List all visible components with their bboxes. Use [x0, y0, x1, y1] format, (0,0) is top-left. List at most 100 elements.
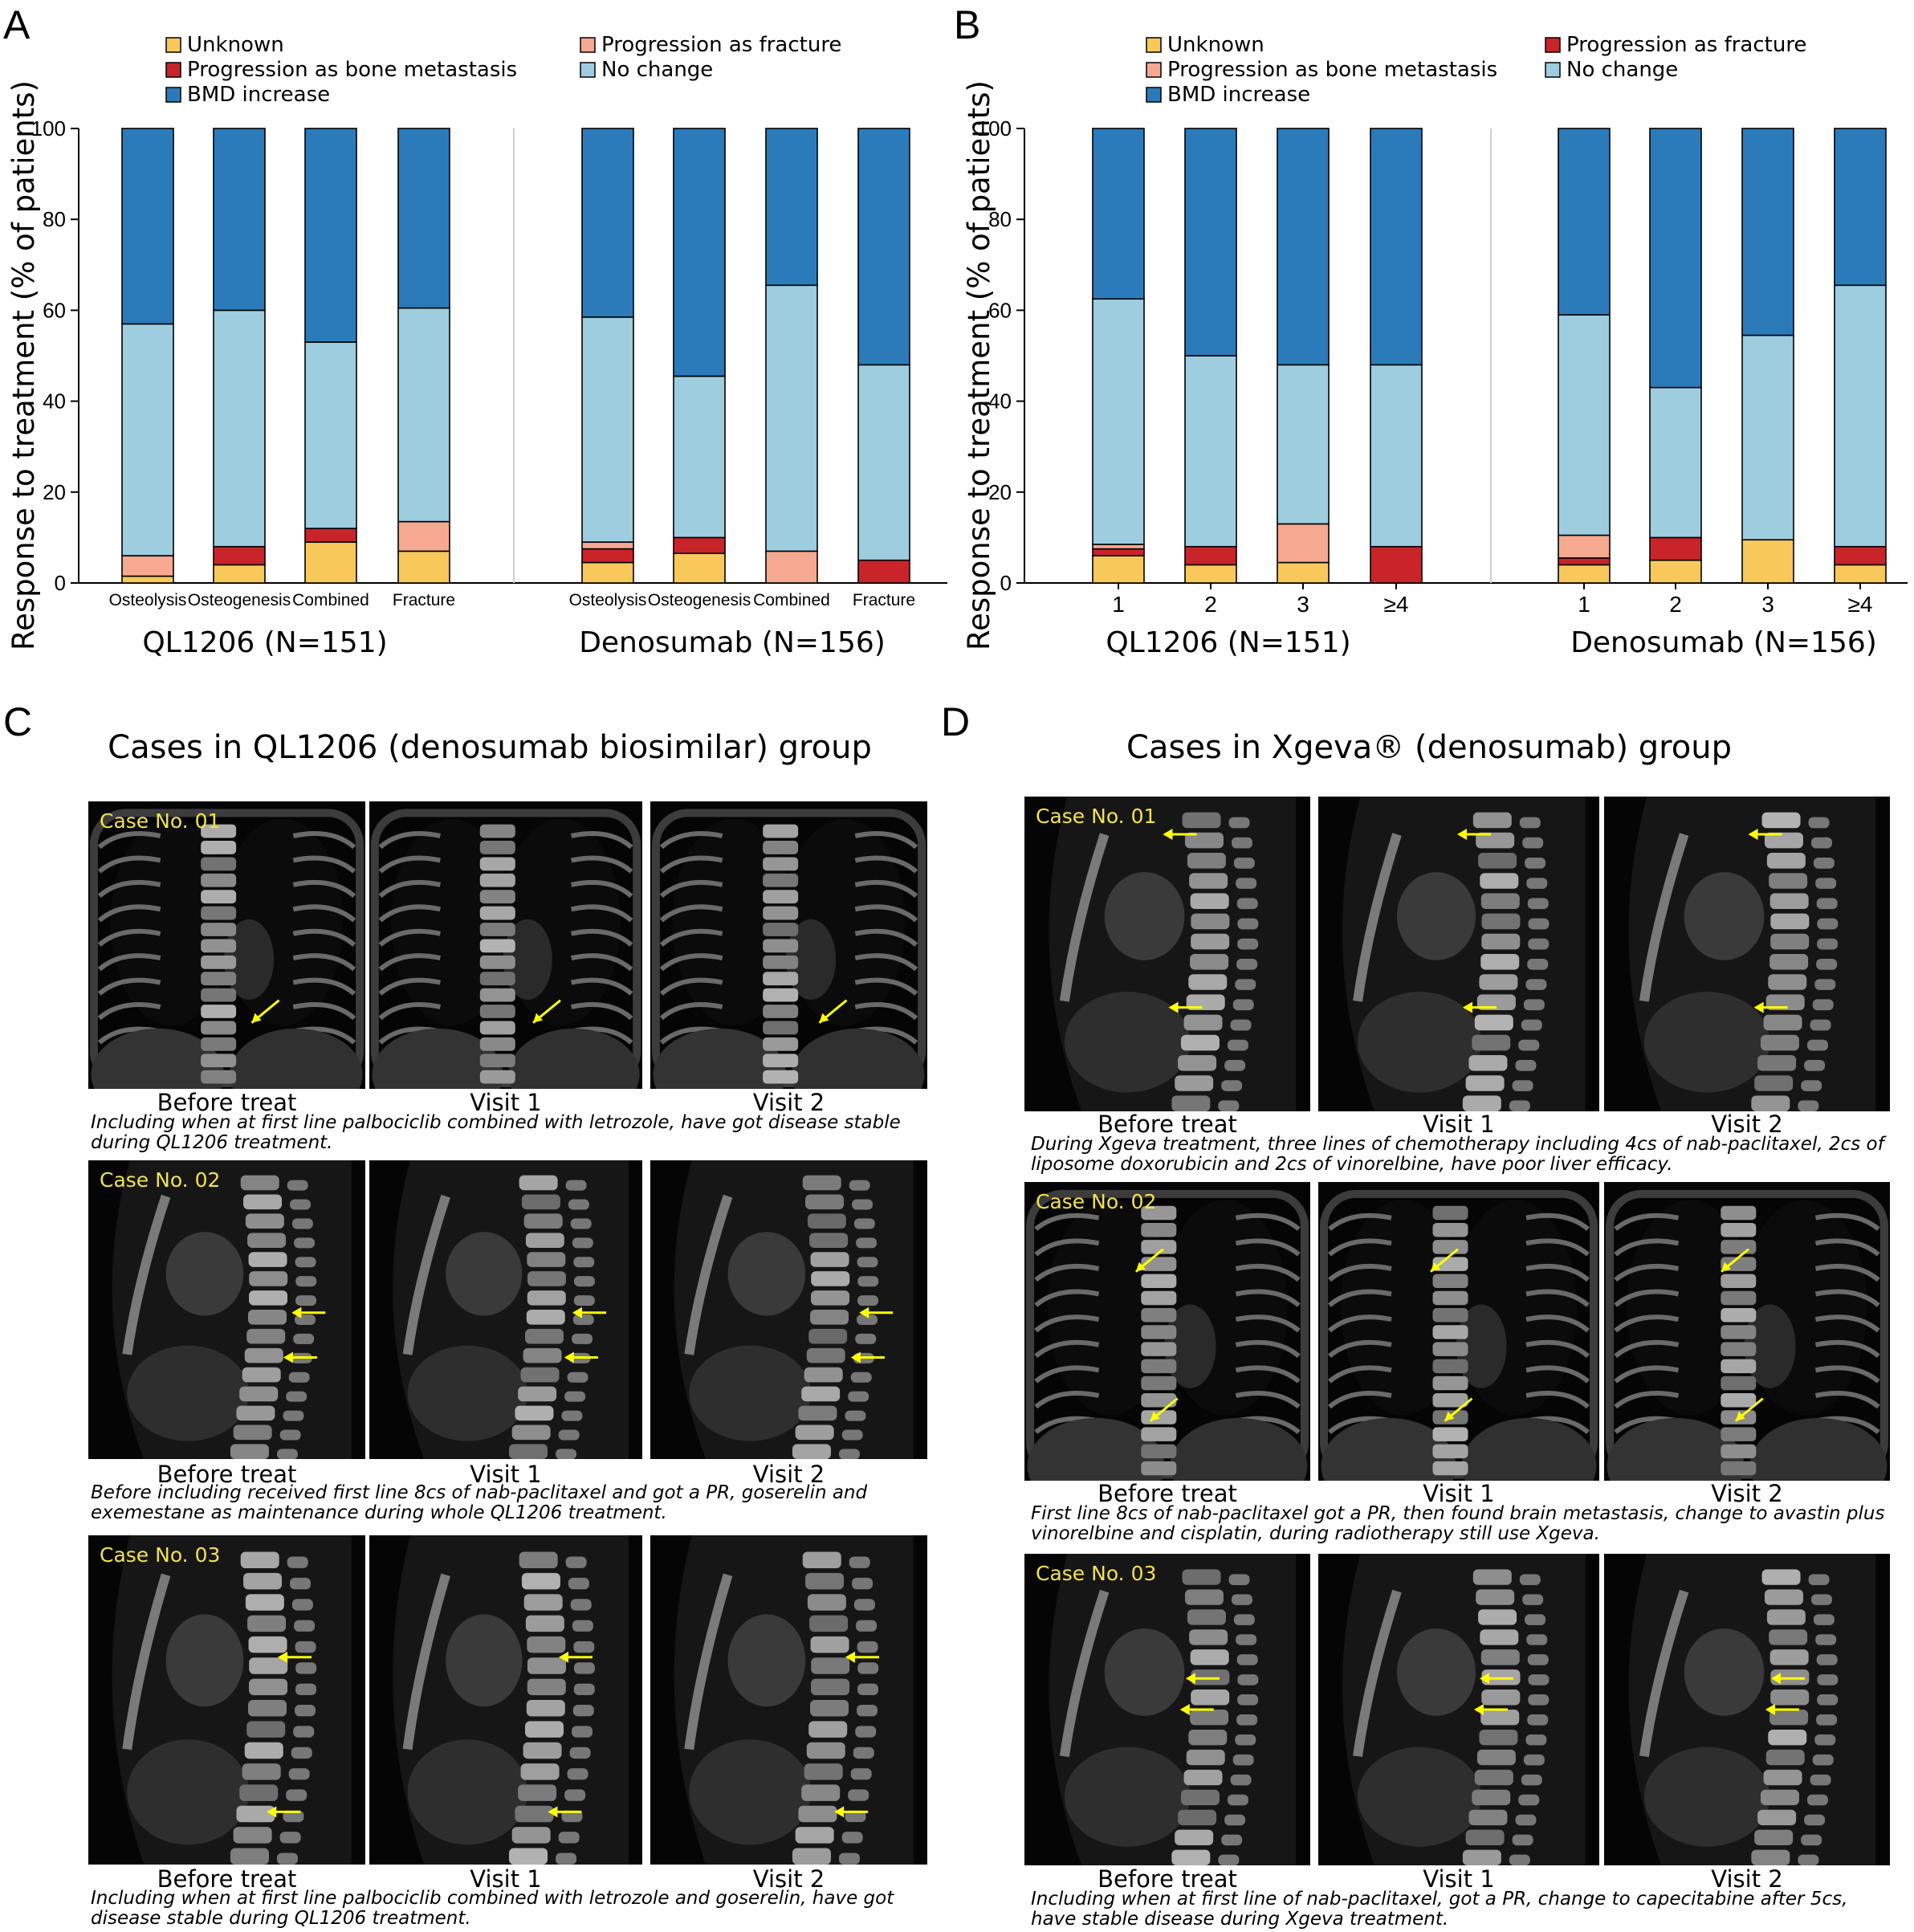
bar-segment-progression-fracture	[1092, 544, 1145, 550]
bar-segment-progression-bone-metastasis	[1834, 545, 1887, 566]
image-caption: Before treat	[157, 1865, 297, 1893]
x-tick-label: Combined	[753, 591, 830, 609]
x-tick-label: 1	[1112, 592, 1125, 617]
bar-segment-unknown	[213, 564, 266, 584]
y-tick-label: 100	[31, 116, 66, 141]
bar-segment-progression-bone-metastasis	[1558, 557, 1611, 566]
bar-segment-progression-bone-metastasis	[1184, 545, 1237, 566]
ct-scan-graphic	[89, 809, 364, 1089]
ct-scan-image	[369, 1160, 642, 1459]
legend-swatch	[1545, 37, 1561, 53]
bar-segment-unknown	[1277, 561, 1330, 584]
ct-scan-graphic	[112, 1535, 352, 1865]
bar-segment-bmd-increase	[1649, 128, 1702, 389]
bar-segment-no-change	[581, 316, 634, 543]
y-tick-label: 80	[43, 207, 66, 231]
image-caption: Before treat	[157, 1461, 297, 1488]
legend-label: Progression as fracture	[1566, 33, 1806, 57]
legend-swatch	[580, 62, 596, 78]
ct-scan-graphic	[370, 809, 641, 1089]
case-description: disease stable during QL1206 treatment.	[91, 1908, 471, 1929]
legend-swatch	[1146, 37, 1162, 53]
ct-scan-image: Case No. 02	[1024, 1182, 1310, 1481]
bar-segment-no-change	[857, 364, 910, 561]
image-caption: Visit 2	[1711, 1111, 1783, 1138]
y-tick-label: 20	[988, 480, 1012, 504]
section-d-title: Cases in Xgeva® (denosumab) group	[1126, 729, 1732, 766]
bar-segment-unknown	[121, 575, 174, 584]
bar-segment-unknown	[1741, 539, 1794, 584]
case-number-label: Case No. 03	[100, 1543, 221, 1567]
stacked-bar	[1277, 128, 1330, 584]
bar-segment-progression-fracture	[581, 541, 634, 550]
case-number-label: Case No. 02	[100, 1168, 221, 1192]
ct-scan-image	[1318, 797, 1599, 1111]
ct-scan-graphic	[674, 1535, 914, 1865]
bar-segment-no-change	[397, 307, 450, 523]
x-tick-label: 3	[1297, 592, 1309, 617]
legend-label: Unknown	[187, 33, 284, 57]
stacked-bar	[1370, 128, 1423, 584]
y-tick-label: 40	[988, 389, 1012, 414]
bar-segment-progression-fracture	[397, 520, 450, 552]
group-label: QL1206 (N=151)	[142, 626, 387, 659]
legend-label: Unknown	[1167, 33, 1264, 57]
bar-segment-no-change	[1741, 334, 1794, 541]
ct-scan-graphic	[393, 1160, 629, 1459]
bar-segment-bmd-increase	[1558, 128, 1611, 316]
case-description: liposome doxorubicin and 2cs of vinorelb…	[1031, 1154, 1673, 1175]
stacked-bar	[1834, 128, 1887, 584]
case-description: during QL1206 treatment.	[91, 1132, 333, 1153]
bar-segment-unknown	[1092, 555, 1145, 584]
legend-label: Progression as bone metastasis	[1167, 58, 1497, 82]
ct-scan-graphic	[1320, 1189, 1598, 1481]
image-caption: Visit 2	[752, 1089, 825, 1116]
y-tick-label: 40	[43, 389, 66, 414]
x-tick-label: 2	[1669, 592, 1682, 617]
image-caption: Before treat	[157, 1089, 297, 1116]
bar-segment-unknown	[1184, 564, 1237, 584]
stacked-bar	[857, 128, 910, 584]
y-axis-label: Response to treatment (% of patients)	[6, 80, 41, 650]
bar-segment-unknown	[1649, 559, 1702, 584]
legend-label: No change	[601, 58, 713, 82]
bar-segment-progression-bone-metastasis	[1649, 536, 1702, 561]
ct-scan-image	[1604, 797, 1890, 1111]
legend-label: BMD increase	[187, 83, 330, 107]
case-number-label: Case No. 01	[100, 809, 221, 833]
stacked-bar	[1558, 128, 1611, 584]
x-tick-label: 1	[1578, 592, 1590, 617]
y-tick-label: 60	[988, 298, 1012, 322]
bar-segment-bmd-increase	[673, 128, 726, 377]
ct-scan-image	[650, 801, 927, 1089]
image-caption: Visit 1	[1423, 1111, 1495, 1138]
bar-segment-unknown	[1558, 564, 1611, 584]
legend-swatch	[1146, 62, 1162, 78]
bar-segment-bmd-increase	[1184, 128, 1237, 357]
y-tick-label: 0	[55, 571, 66, 595]
legend-label: No change	[1566, 58, 1678, 82]
bar-segment-bmd-increase	[397, 128, 450, 309]
bar-segment-progression-bone-metastasis	[673, 536, 726, 555]
bar-segment-bmd-increase	[857, 128, 910, 366]
ct-scan-image	[1604, 1182, 1890, 1481]
bar-segment-progression-bone-metastasis	[1092, 548, 1145, 556]
bar-segment-progression-bone-metastasis	[581, 548, 634, 564]
image-caption: Before treat	[1097, 1865, 1237, 1893]
ct-scan-graphic	[1026, 1189, 1309, 1481]
legend-swatch	[1146, 87, 1162, 103]
bar-segment-unknown	[1834, 564, 1887, 584]
bar-segment-unknown	[304, 541, 357, 584]
stacked-bar	[213, 128, 266, 584]
x-tick-label: 3	[1761, 592, 1774, 617]
image-caption: Visit 2	[1711, 1480, 1783, 1507]
bar-segment-bmd-increase	[1370, 128, 1423, 366]
case-number-label: Case No. 01	[1036, 805, 1157, 828]
x-tick-label: Osteogenesis	[648, 591, 751, 609]
bar-segment-bmd-increase	[1277, 128, 1330, 366]
ct-scan-graphic	[1628, 1554, 1876, 1865]
x-tick-label: ≥4	[1384, 592, 1409, 617]
bar-segment-no-change	[1370, 364, 1423, 548]
x-tick-label: Osteolysis	[569, 591, 647, 609]
